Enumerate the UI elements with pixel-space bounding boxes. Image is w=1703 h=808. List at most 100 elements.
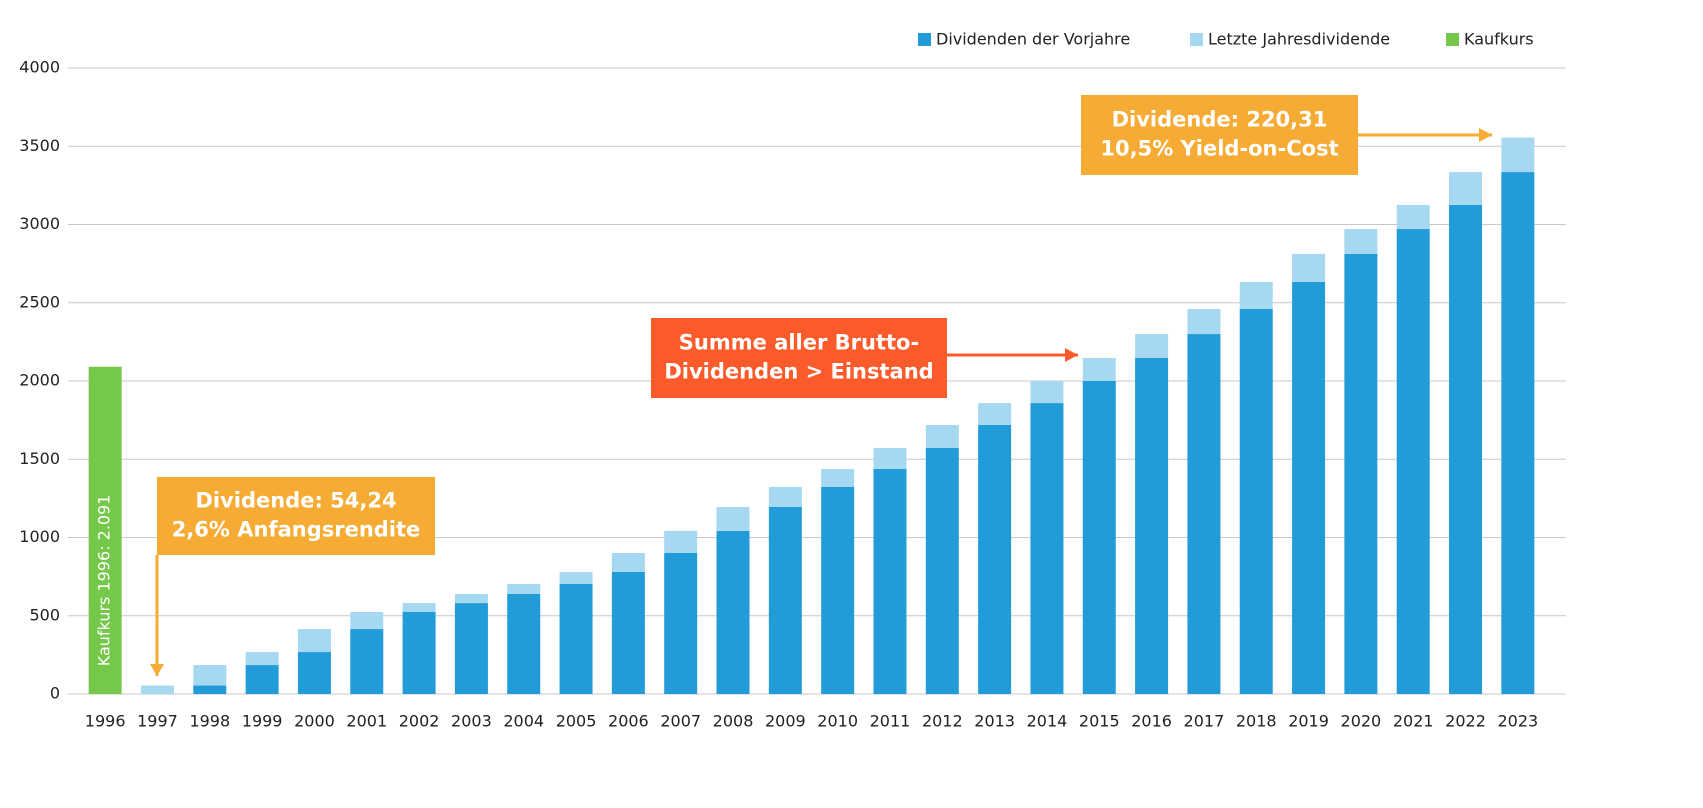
x-tick-label: 2015 xyxy=(1079,712,1120,731)
x-tick-label: 2013 xyxy=(974,712,1015,731)
bar xyxy=(1239,281,1273,310)
annotation-text: 10,5% Yield-on-Cost xyxy=(1100,137,1338,161)
x-tick-label: 2018 xyxy=(1236,712,1277,731)
bar xyxy=(873,447,907,469)
legend-swatch xyxy=(918,33,931,46)
bar xyxy=(1030,381,1064,404)
bar xyxy=(1501,137,1535,173)
y-tick-label: 1000 xyxy=(19,527,60,546)
bar xyxy=(1135,334,1169,358)
x-tick-label: 2002 xyxy=(399,712,440,731)
x-tick-label: 2006 xyxy=(608,712,649,731)
annotation-box xyxy=(157,477,435,555)
bar xyxy=(1239,309,1273,694)
bar xyxy=(193,665,227,686)
bar xyxy=(1449,172,1483,205)
y-tick-label: 500 xyxy=(29,605,60,624)
bar xyxy=(559,583,593,694)
bar xyxy=(925,424,959,448)
bar xyxy=(1344,229,1378,254)
x-tick-label: 2020 xyxy=(1341,712,1382,731)
bar xyxy=(1135,357,1169,694)
x-tick-label: 2016 xyxy=(1131,712,1172,731)
y-tick-label: 4000 xyxy=(19,58,60,77)
legend-swatch xyxy=(1190,33,1203,46)
legend-label: Dividenden der Vorjahre xyxy=(936,30,1130,49)
bar xyxy=(1396,229,1430,694)
x-tick-label: 2021 xyxy=(1393,712,1434,731)
bar xyxy=(821,486,855,694)
bar xyxy=(402,611,436,694)
bar xyxy=(978,424,1012,694)
x-tick-label: 2004 xyxy=(503,712,544,731)
x-tick-label: 1998 xyxy=(189,712,230,731)
annotation-text: Summe aller Brutto- xyxy=(679,331,919,355)
bar xyxy=(245,665,279,694)
bar xyxy=(873,468,907,694)
x-tick-label: 2000 xyxy=(294,712,335,731)
bar xyxy=(716,530,750,694)
bar xyxy=(140,685,174,694)
bar xyxy=(925,447,959,694)
legend-label: Letzte Jahresdividende xyxy=(1208,30,1390,49)
bar xyxy=(88,366,122,694)
bar xyxy=(1344,253,1378,694)
x-tick-label: 2017 xyxy=(1184,712,1225,731)
bar xyxy=(768,506,802,694)
arrow-head xyxy=(150,664,164,676)
bar xyxy=(1082,357,1116,381)
x-tick-label: 2009 xyxy=(765,712,806,731)
arrow-head xyxy=(1065,348,1078,362)
bar xyxy=(245,652,279,666)
x-tick-label: 2007 xyxy=(660,712,701,731)
annotation-text: Dividenden > Einstand xyxy=(664,360,933,384)
annotation-text: Dividende: 54,24 xyxy=(195,489,396,513)
annotation-box xyxy=(651,318,947,398)
y-tick-label: 3500 xyxy=(19,136,60,155)
x-tick-label: 2019 xyxy=(1288,712,1329,731)
bar xyxy=(1449,204,1483,694)
bar xyxy=(454,593,488,604)
annotation-text: 2,6% Anfangsrendite xyxy=(172,518,421,542)
x-tick-label: 2023 xyxy=(1497,712,1538,731)
x-tick-label: 2003 xyxy=(451,712,492,731)
bar xyxy=(768,486,802,507)
bar xyxy=(507,593,541,694)
bar xyxy=(1292,281,1326,694)
y-tick-label: 1500 xyxy=(19,449,60,468)
bar xyxy=(1292,253,1326,282)
bar xyxy=(664,530,698,553)
bar xyxy=(1501,172,1535,694)
bar xyxy=(350,611,384,630)
x-tick-label: 1996 xyxy=(85,712,126,731)
bar xyxy=(1082,381,1116,694)
bar xyxy=(402,603,436,612)
y-tick-label: 2500 xyxy=(19,292,60,311)
annotation-text: Dividende: 220,31 xyxy=(1112,108,1328,132)
annotation-box xyxy=(1081,95,1358,175)
x-tick-label: 2008 xyxy=(713,712,754,731)
x-tick-label: 2022 xyxy=(1445,712,1486,731)
bar xyxy=(454,603,488,694)
x-tick-label: 2001 xyxy=(346,712,387,731)
x-tick-label: 2012 xyxy=(922,712,963,731)
value-label: Kaufkurs 1996: 2.091 xyxy=(95,495,114,667)
bar xyxy=(1030,403,1064,694)
bar xyxy=(978,403,1012,425)
bar xyxy=(611,552,645,572)
y-tick-label: 0 xyxy=(50,684,60,703)
x-tick-label: 2011 xyxy=(870,712,911,731)
bar xyxy=(1187,309,1221,335)
y-tick-label: 2000 xyxy=(19,371,60,390)
x-tick-label: 2014 xyxy=(1027,712,1068,731)
bar xyxy=(507,583,541,594)
legend-label: Kaufkurs xyxy=(1464,30,1534,49)
x-tick-label: 2010 xyxy=(817,712,858,731)
bar xyxy=(193,685,227,694)
x-tick-label: 1997 xyxy=(137,712,178,731)
bar xyxy=(350,629,384,694)
bar xyxy=(664,552,698,694)
x-tick-label: 1999 xyxy=(242,712,283,731)
bar xyxy=(1187,334,1221,694)
